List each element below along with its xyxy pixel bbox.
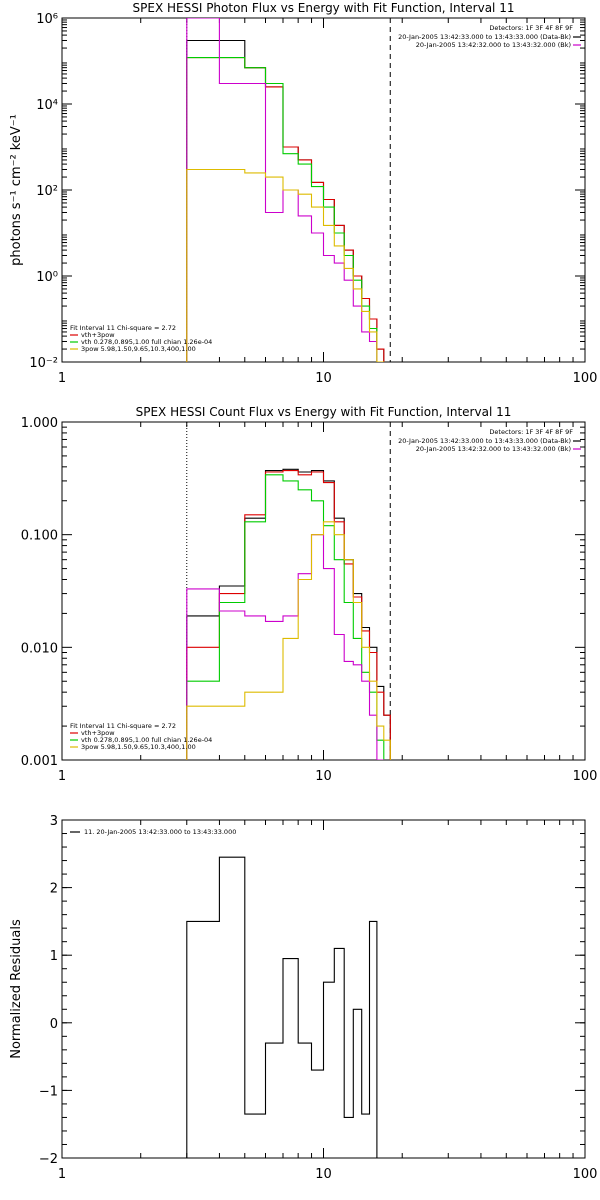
y-tick-label: 2 [50,882,58,897]
y-tick-label: 10⁻² [29,356,58,371]
residuals-panel: 1 10 100 −2 −1 0 1 2 3 Normalized Residuals 11. 20… [9,814,597,1182]
y-axis-label: Normalized Residuals [9,919,24,1059]
legend-fit-component: 3pow 5.98,1.50,9.65,10.3,400,1.00 [81,345,196,353]
legend-interval: 11. 20-Jan-2005 13:42:33.000 to 13:43:33… [84,828,236,836]
y-tick-label: 0.100 [21,529,58,544]
legend-time-range: 20-Jan-2005 13:42:32.000 to 13:43:32.000… [416,445,571,453]
y-tick-label: 1.000 [21,416,58,431]
legend-detectors: Detectors: 1F 3F 4F 8F 9F [489,428,573,436]
series-line-4 [186,521,391,760]
legend-fit-interval: Fit Interval 11 Chi-square = 2.72 [70,722,176,730]
legend-fit-component: vth 0.278,0.895,1.00 full chian 1.26e-04 [81,338,212,346]
x-tick-label: 100 [573,769,598,784]
x-tick-label: 1 [58,1167,66,1182]
y-tick-label: −2 [39,1152,58,1167]
legend-fit-interval: Fit Interval 11 Chi-square = 2.72 [70,324,176,332]
legend-time-range: 20-Jan-2005 13:42:33.000 to 13:43:33.000… [398,33,571,41]
y-tick-label: 1 [50,949,58,964]
y-tick-label: 0 [50,1017,58,1032]
legend-time-range: 20-Jan-2005 13:42:33.000 to 13:43:33.000… [398,437,571,445]
legend-fit-component: vth+3pow [81,331,115,339]
series-line-1 [186,470,391,760]
y-tick-label: 0.010 [21,641,58,656]
y-tick-label: 10⁰ [36,270,58,285]
series-line-4 [186,168,385,362]
x-tick-label: 100 [573,1167,598,1182]
y-axis-label: photons s⁻¹ cm⁻² keV⁻¹ [9,114,24,266]
series-line-0 [186,856,378,1158]
series-line-2 [186,474,385,760]
x-tick-label: 1 [58,371,66,386]
series-line-3 [186,18,378,362]
series-line-1 [186,57,385,362]
legend-fit-component: 3pow 5.98,1.50,9.65,10.3,400,1.00 [81,743,196,751]
data-series-group [186,856,378,1158]
chart-title: SPEX HESSI Photon Flux vs Energy with Fi… [133,1,515,15]
data-series-group [186,18,385,362]
y-tick-label: 10⁴ [36,98,58,113]
legend-fit-component: vth 0.278,0.895,1.00 full chian 1.26e-04 [81,736,212,744]
x-tick-label: 10 [315,1167,332,1182]
x-tick-label: 10 [315,371,332,386]
legend-time-range: 20-Jan-2005 13:42:32.000 to 13:43:32.000… [416,41,571,49]
y-tick-label: 10⁶ [36,12,58,27]
y-tick-label: 0.001 [21,754,58,769]
series-line-3 [186,534,385,760]
y-tick-label: 3 [50,814,58,829]
x-tick-label: 10 [315,769,332,784]
series-line-2 [186,57,385,362]
x-tick-label: 100 [573,371,598,386]
count-flux-panel: SPEX HESSI Count Flux vs Energy with Fit… [21,405,598,784]
legend-fit-component: vth+3pow [81,729,115,737]
photon-flux-panel: SPEX HESSI Photon Flux vs Energy with Fi… [9,1,598,386]
y-tick-label: 10² [36,184,58,199]
y-tick-label: −1 [39,1084,58,1099]
legend-detectors: Detectors: 1F 3F 4F 8F 9F [489,24,573,32]
series-line-0 [186,39,385,362]
data-series-group [186,468,391,760]
x-tick-label: 1 [58,769,66,784]
chart-title: SPEX HESSI Count Flux vs Energy with Fit… [136,405,512,419]
